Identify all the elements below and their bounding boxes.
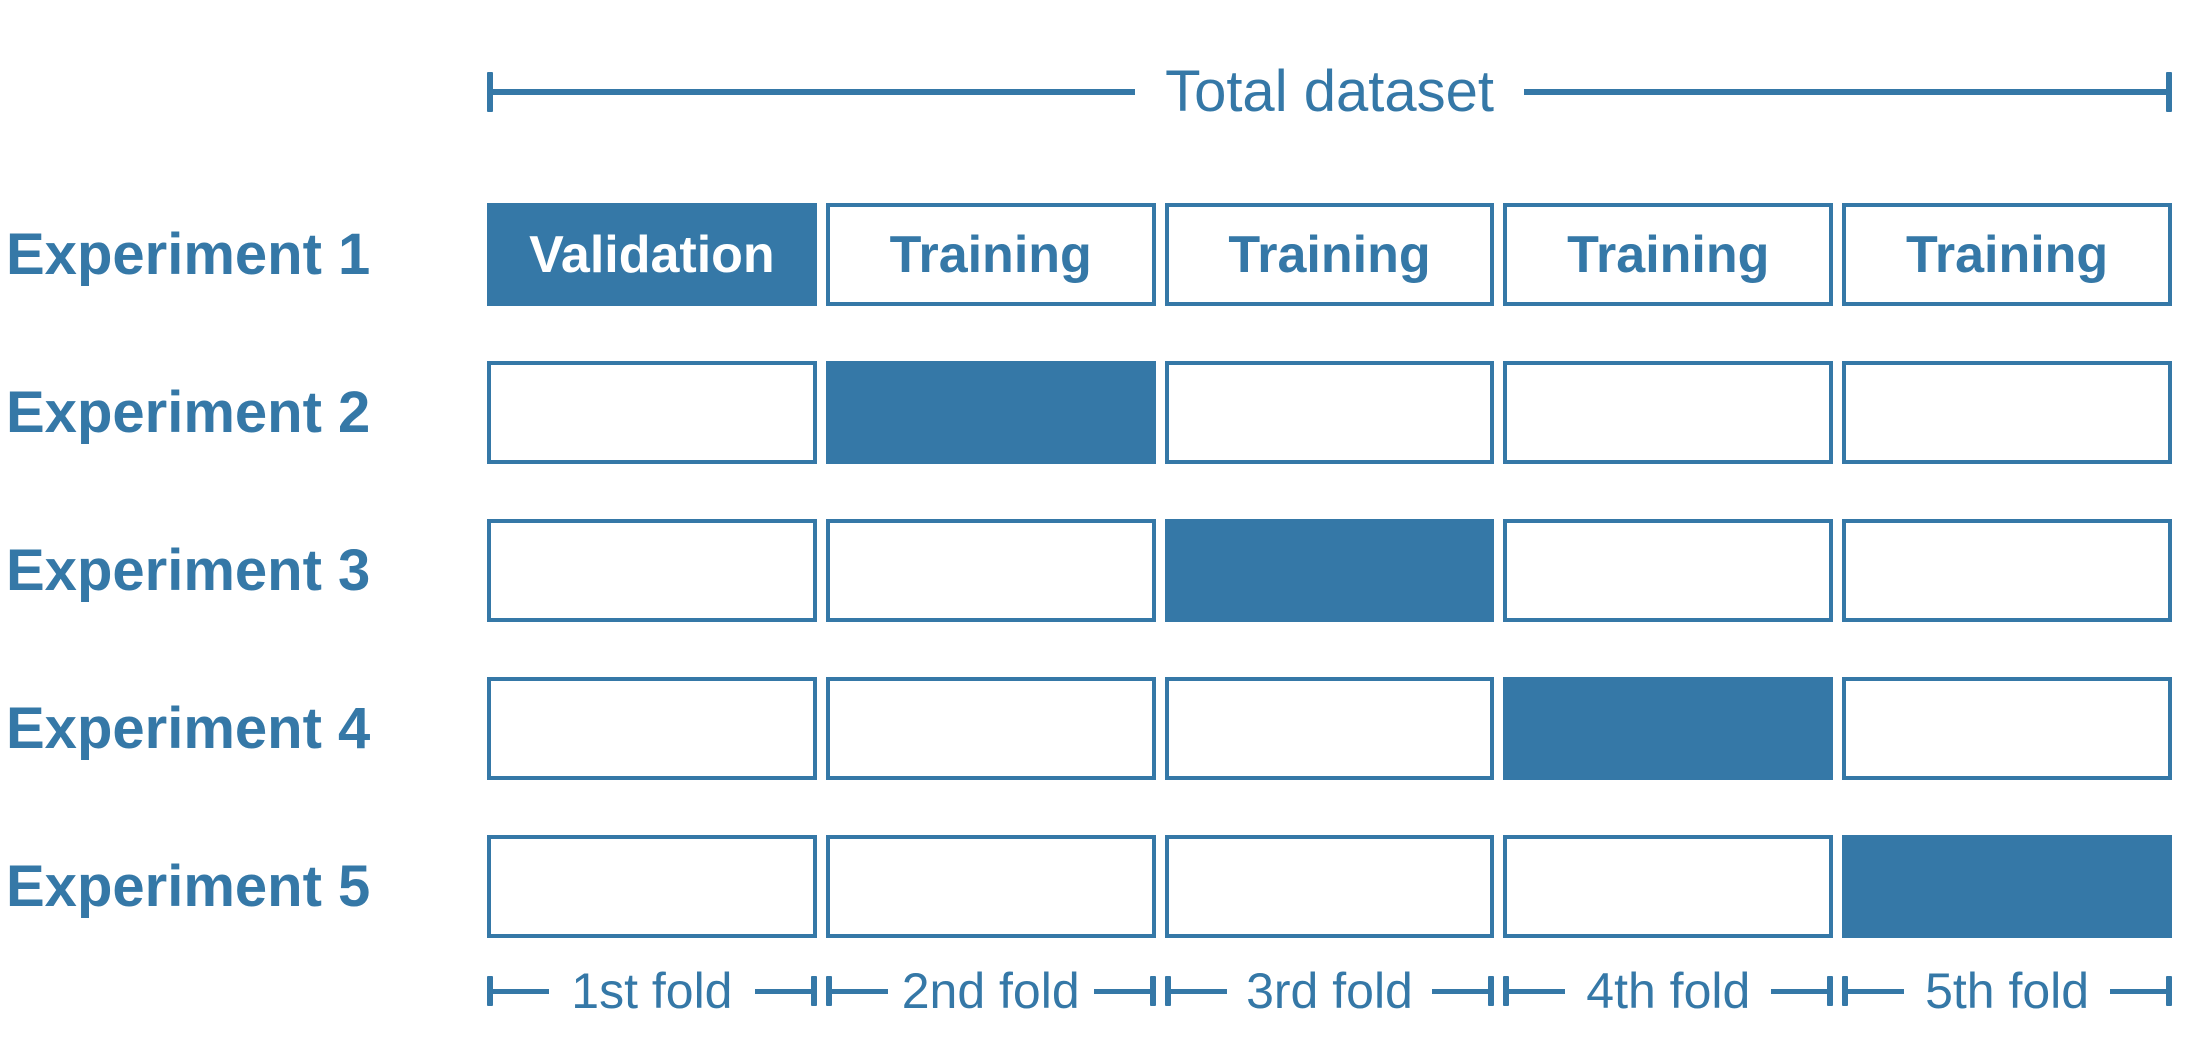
fold-box-training: Training bbox=[1842, 203, 2172, 306]
segment-line bbox=[1848, 988, 1905, 994]
tick-icon bbox=[1488, 976, 1495, 1006]
bracket-left-end bbox=[487, 976, 549, 1006]
experiment-5-label: Experiment 5 bbox=[6, 853, 371, 919]
bracket-right-tick-icon bbox=[2166, 72, 2173, 112]
fold-box bbox=[487, 835, 817, 938]
bracket-left-end bbox=[1842, 976, 1905, 1006]
experiment-4-label: Experiment 4 bbox=[6, 695, 371, 761]
experiment-3-folds bbox=[487, 519, 2172, 622]
bracket-right-end bbox=[1432, 976, 1495, 1006]
fold-bracket-2: 2nd fold bbox=[825, 956, 1156, 1026]
bracket-line-right bbox=[1523, 89, 2167, 95]
bracket-right-end bbox=[1093, 976, 1156, 1006]
fold-box-validation bbox=[825, 361, 1156, 464]
fold-box bbox=[1842, 677, 2172, 780]
fold-box-validation: Validation bbox=[487, 203, 817, 306]
experiment-4-folds bbox=[487, 677, 2172, 780]
bracket-right-end bbox=[2109, 976, 2172, 1006]
segment-line bbox=[1093, 988, 1150, 994]
fold-bracket-4: 4th fold bbox=[1503, 956, 1834, 1026]
experiment-row-4: Experiment 4 bbox=[0, 677, 2196, 780]
fold-box bbox=[1164, 835, 1495, 938]
fold-label-2: 2nd fold bbox=[901, 963, 1080, 1019]
bracket-left-end bbox=[825, 976, 888, 1006]
bracket-left-end bbox=[1164, 976, 1227, 1006]
segment-line bbox=[1170, 988, 1227, 994]
fold-label-4: 4th fold bbox=[1586, 963, 1751, 1019]
experiment-row-3: Experiment 3 bbox=[0, 519, 2196, 622]
bracket-left-tick-icon bbox=[487, 72, 493, 112]
experiment-2-folds bbox=[487, 361, 2172, 464]
tick-icon bbox=[825, 976, 832, 1006]
tick-icon bbox=[487, 976, 493, 1006]
bracket-right-end bbox=[754, 976, 817, 1006]
fold-box bbox=[1164, 361, 1495, 464]
bracket-line-left bbox=[493, 89, 1136, 95]
fold-box bbox=[1842, 519, 2172, 622]
tick-icon bbox=[2165, 976, 2172, 1006]
fold-box-training: Training bbox=[825, 203, 1156, 306]
segment-line bbox=[493, 988, 549, 994]
fold-box bbox=[1842, 361, 2172, 464]
fold-box bbox=[825, 677, 1156, 780]
bracket-right-end bbox=[1771, 976, 1834, 1006]
tick-icon bbox=[1164, 976, 1171, 1006]
total-dataset-bracket: Total dataset bbox=[487, 58, 2173, 126]
fold-box bbox=[1503, 519, 1834, 622]
tick-icon bbox=[1149, 976, 1156, 1006]
fold-box bbox=[1503, 835, 1834, 938]
fold-bracket-5: 5th fold bbox=[1842, 956, 2172, 1026]
experiment-row-2: Experiment 2 bbox=[0, 361, 2196, 464]
fold-box-training: Training bbox=[1503, 203, 1834, 306]
total-dataset-label: Total dataset bbox=[1165, 59, 1494, 124]
tick-icon bbox=[1842, 976, 1849, 1006]
fold-bracket-1: 1st fold bbox=[487, 956, 817, 1026]
fold-box bbox=[825, 519, 1156, 622]
segment-line bbox=[831, 988, 888, 994]
tick-icon bbox=[1827, 976, 1834, 1006]
experiment-1-folds: Validation Training Training Training Tr… bbox=[487, 203, 2172, 306]
tick-icon bbox=[810, 976, 817, 1006]
experiment-3-label: Experiment 3 bbox=[6, 537, 371, 603]
segment-line bbox=[1771, 988, 1828, 994]
fold-box-training: Training bbox=[1164, 203, 1495, 306]
fold-bracket-3: 3rd fold bbox=[1164, 956, 1495, 1026]
fold-box bbox=[1503, 361, 1834, 464]
experiment-5-folds bbox=[487, 835, 2172, 938]
experiment-1-label: Experiment 1 bbox=[6, 221, 371, 287]
fold-label-3: 3rd fold bbox=[1246, 963, 1413, 1019]
segment-line bbox=[2109, 988, 2166, 994]
fold-box bbox=[1164, 677, 1495, 780]
experiment-2-label: Experiment 2 bbox=[6, 379, 371, 445]
fold-brackets: 1st fold 2nd fold 3rd fold 4th fold 5th … bbox=[487, 956, 2172, 1026]
fold-label-1: 1st fold bbox=[571, 963, 733, 1019]
fold-label-5: 5th fold bbox=[1925, 963, 2090, 1019]
fold-box bbox=[825, 835, 1156, 938]
fold-box-validation bbox=[1164, 519, 1495, 622]
experiment-rows: Experiment 1 Validation Training Trainin… bbox=[0, 203, 2196, 938]
fold-box bbox=[487, 519, 817, 622]
fold-box-validation bbox=[1842, 835, 2172, 938]
experiment-row-5: Experiment 5 bbox=[0, 835, 2196, 938]
bracket-left-end bbox=[1503, 976, 1566, 1006]
experiment-row-1: Experiment 1 Validation Training Trainin… bbox=[0, 203, 2196, 306]
fold-box-validation bbox=[1503, 677, 1834, 780]
segment-line bbox=[1432, 988, 1489, 994]
tick-icon bbox=[1503, 976, 1510, 1006]
segment-line bbox=[754, 988, 811, 994]
fold-box bbox=[487, 677, 817, 780]
segment-line bbox=[1509, 988, 1566, 994]
fold-box bbox=[487, 361, 817, 464]
